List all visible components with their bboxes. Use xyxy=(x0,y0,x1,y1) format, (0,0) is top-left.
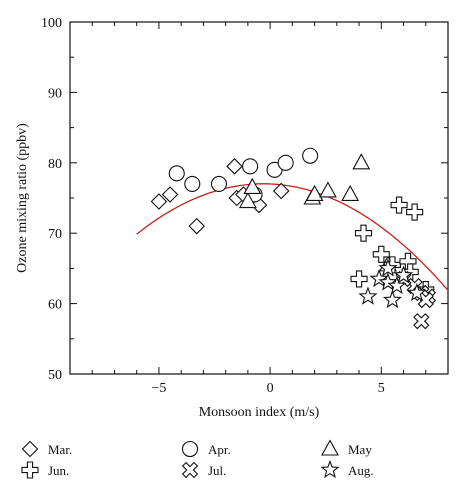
data-point-diamond xyxy=(226,158,243,175)
data-point-star xyxy=(382,290,402,309)
legend-marker-plus xyxy=(21,461,39,479)
legend-marker-diamond xyxy=(21,440,39,458)
data-point-star xyxy=(387,275,407,295)
data-point-plus xyxy=(354,224,373,242)
data-point-circle xyxy=(168,165,185,182)
data-point-diamond xyxy=(188,217,206,235)
legend-label: Jun. xyxy=(48,463,69,478)
data-point-star xyxy=(378,272,398,291)
data-point-plus xyxy=(406,203,424,221)
data-point-plus xyxy=(390,196,408,214)
legend-label: May xyxy=(348,442,372,457)
data-point-star xyxy=(358,286,378,305)
legend-label: Jul. xyxy=(208,463,226,478)
x-tick-label: 5 xyxy=(378,381,385,396)
legend-item: Jun. xyxy=(21,461,69,479)
data-point-x xyxy=(413,313,430,330)
data-point-triangle xyxy=(243,177,262,194)
fit-curve xyxy=(136,183,448,292)
legend: Mar. Apr. May Jun. Jul. Aug. xyxy=(21,439,374,479)
legend-item: Mar. xyxy=(21,440,72,458)
y-tick-label: 60 xyxy=(48,298,62,313)
data-point-circle xyxy=(242,158,259,175)
y-tick-label: 70 xyxy=(48,227,62,242)
data-point-diamond xyxy=(272,182,290,200)
data-point-star xyxy=(378,258,398,277)
y-tick-label: 50 xyxy=(48,368,62,383)
axis-ticks xyxy=(69,21,449,375)
legend-item: Jul. xyxy=(181,461,226,479)
x-tick-label: −5 xyxy=(151,381,166,396)
legend-item: Apr. xyxy=(181,440,231,458)
legend-marker-triangle xyxy=(321,439,339,456)
data-point-star xyxy=(369,268,389,288)
data-point-plus xyxy=(350,270,368,288)
data-point-triangle xyxy=(238,191,257,209)
y-tick-label: 100 xyxy=(41,16,62,31)
data-point-star xyxy=(393,265,414,284)
legend-item: May xyxy=(321,439,372,457)
data-point-diamond xyxy=(161,186,179,203)
y-tick-label: 80 xyxy=(48,157,62,172)
data-point-diamond xyxy=(150,193,168,210)
legend-label: Mar. xyxy=(48,442,72,457)
legend-marker-star xyxy=(320,459,340,479)
data-point-triangle xyxy=(352,153,371,170)
y-axis-title: Ozone mixing ratio (ppbv) xyxy=(15,123,30,273)
x-axis-title: Monsoon index (m/s) xyxy=(199,405,320,420)
axis-tick-labels: −5 0 5 50 60 70 80 90 100 xyxy=(41,16,385,396)
data-point-triangle xyxy=(341,184,360,202)
x-tick-label: 0 xyxy=(267,381,274,396)
data-point-circle xyxy=(184,175,201,192)
legend-label: Aug. xyxy=(348,463,374,478)
data-point-circle xyxy=(210,175,228,192)
data-point-circle xyxy=(277,154,294,171)
legend-item: Aug. xyxy=(320,459,374,479)
y-tick-label: 90 xyxy=(48,86,62,101)
data-point-circle xyxy=(302,147,319,164)
legend-marker-x xyxy=(181,461,199,479)
data-point-star xyxy=(407,282,427,302)
legend-marker-circle xyxy=(181,440,199,458)
data-points xyxy=(150,147,437,330)
data-point-triangle xyxy=(318,181,337,198)
legend-label: Apr. xyxy=(208,442,231,457)
data-point-triangle xyxy=(305,184,324,202)
fit-curve-group xyxy=(136,183,448,292)
